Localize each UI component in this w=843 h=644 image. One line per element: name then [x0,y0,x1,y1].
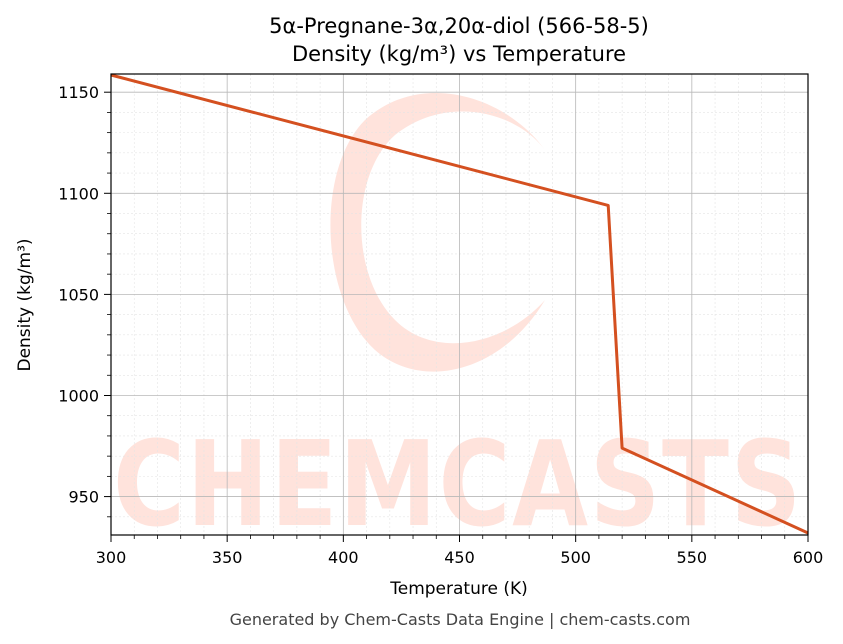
x-tick-label: 500 [560,548,591,567]
y-tick-label: 950 [68,488,99,507]
major-grid [110,74,809,535]
x-tick-label: 550 [677,548,708,567]
y-tick-label: 1000 [58,386,99,405]
chemcasts-watermark: CHEMCASTS [113,93,803,553]
y-tick-label: 1100 [58,184,99,203]
watermark-text: CHEMCASTS [113,415,803,553]
x-axis-ticks: 300 350 400 450 500 550 600 [96,535,824,567]
y-tick-label: 1050 [58,285,99,304]
chart-title-line1: 5α-Pregnane-3α,20α-diol (566-58-5) [269,14,649,38]
x-tick-label: 400 [328,548,359,567]
y-axis-ticks: 950 1000 1050 1100 1150 [58,83,111,518]
x-tick-label: 350 [212,548,243,567]
x-tick-label: 300 [96,548,127,567]
y-tick-label: 1150 [58,83,99,102]
chart-title-line2: Density (kg/m³) vs Temperature [292,42,626,66]
footer-credit: Generated by Chem-Casts Data Engine | ch… [230,610,691,629]
density-series-line [110,73,809,535]
x-tick-label: 600 [793,548,824,567]
watermark-swoosh-logo [330,93,545,372]
x-tick-label: 450 [444,548,475,567]
x-axis-label: Temperature (K) [389,579,528,599]
y-axis-label: Density (kg/m³) [15,238,35,371]
